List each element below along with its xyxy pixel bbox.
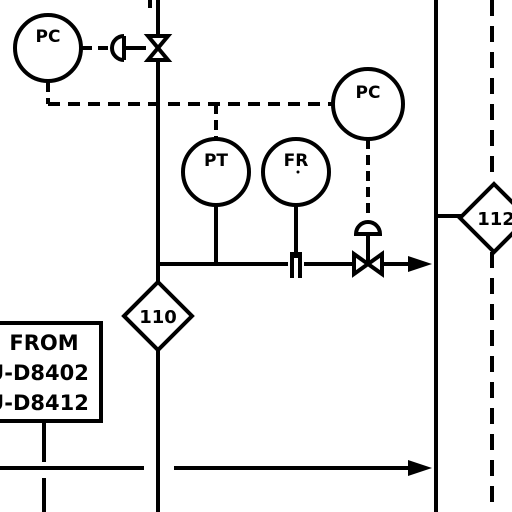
source-box-frame bbox=[0, 321, 103, 423]
tag-112-diamond bbox=[457, 181, 512, 255]
source-box[interactable]: FROM U-D8402 U-D8412 bbox=[0, 321, 103, 423]
source-box-line2: U-D8402 bbox=[0, 361, 89, 385]
diaphragm-actuator-icon bbox=[110, 34, 146, 62]
stream-tag-110[interactable]: 110 bbox=[121, 279, 195, 353]
source-box-line1: FROM bbox=[9, 331, 78, 355]
flow-recorder[interactable]: FR bbox=[261, 137, 331, 207]
pressure-transmitter[interactable]: PT bbox=[181, 137, 251, 207]
fr-dot bbox=[296, 170, 300, 174]
control-valve-horizontal-icon[interactable] bbox=[352, 220, 384, 278]
stream-tag-112[interactable]: 112 bbox=[457, 181, 512, 255]
source-box-line3: U-D8412 bbox=[0, 391, 89, 415]
pc-left-label: PC bbox=[36, 27, 61, 47]
pc-left-bubble bbox=[13, 13, 83, 83]
fr-label: FR bbox=[284, 151, 309, 171]
fr-bubble bbox=[261, 137, 331, 207]
tag-112-label: 112 bbox=[477, 209, 512, 230]
pc-controller-left[interactable]: PC bbox=[13, 13, 83, 83]
bottom-arrow-icon bbox=[408, 460, 432, 476]
branch-arrow-icon bbox=[408, 256, 432, 272]
pt-bubble bbox=[181, 137, 251, 207]
tag-110-diamond bbox=[121, 279, 195, 353]
control-valve-vertical-icon[interactable] bbox=[143, 34, 173, 62]
pc-right-bubble bbox=[331, 67, 405, 141]
pt-label: PT bbox=[204, 151, 228, 171]
pc-right-label: PC bbox=[356, 83, 381, 103]
tag-110-label: 110 bbox=[139, 307, 177, 328]
pc-controller-right[interactable]: PC bbox=[331, 67, 405, 141]
orifice-plate-icon bbox=[290, 252, 302, 278]
